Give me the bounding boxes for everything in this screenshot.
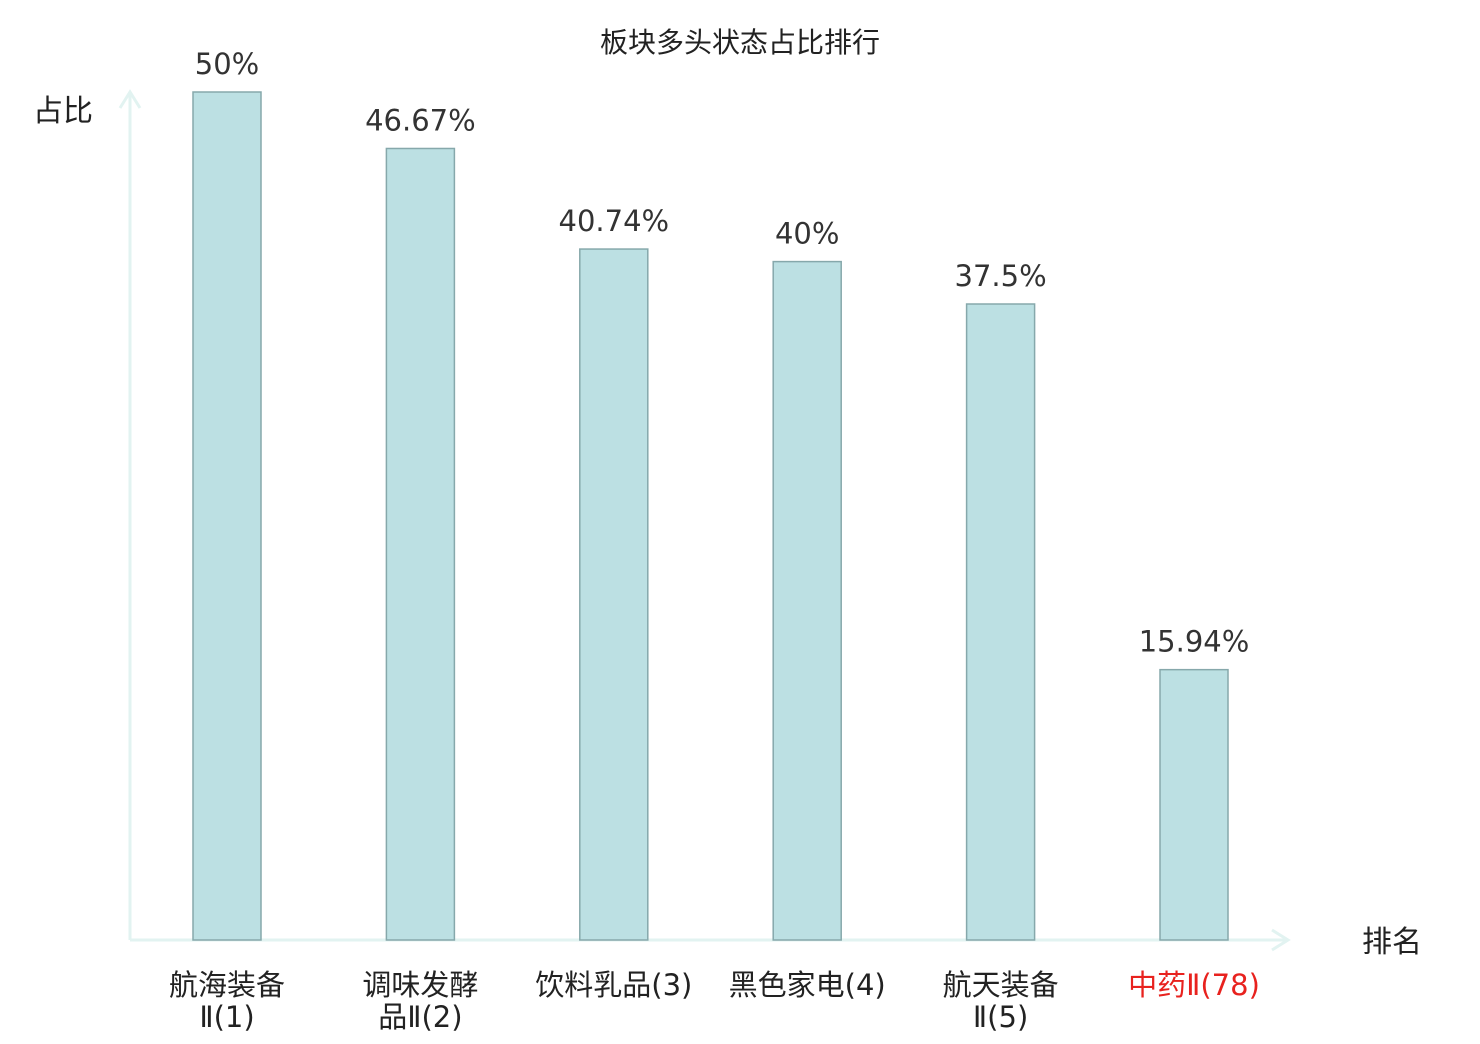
bar [579, 248, 649, 941]
category-label-line: 航天装备 [943, 968, 1059, 1002]
category-label-line: 黑色家电(4) [729, 968, 886, 1002]
category-label-line: 调味发酵 [362, 968, 478, 1002]
category-label-line: Ⅱ(5) [973, 1000, 1028, 1034]
bar [772, 260, 842, 941]
category-label: 航海装备 Ⅱ(1) [169, 968, 285, 1034]
category-label-line: 品Ⅱ(2) [378, 1000, 462, 1034]
value-label: 40.74% [559, 204, 670, 238]
bars [192, 91, 1229, 941]
y-axis-label: 占比 [33, 94, 93, 129]
bar [192, 91, 262, 941]
x-axis-arrow [1271, 928, 1291, 952]
category-label: 饮料乳品(3) [535, 968, 692, 1002]
bar [1159, 668, 1229, 941]
category-labels: 航海装备 Ⅱ(1) 调味发酵品Ⅱ(2) 饮料乳品(3) 黑色家电(4) 航天装备 Ⅱ(5) 中… [169, 968, 1260, 1034]
bar [965, 303, 1036, 941]
category-label-line: 中药Ⅱ(78) [1128, 968, 1260, 1002]
value-label: 50% [195, 47, 259, 81]
value-label: 40% [775, 217, 839, 251]
category-label-line: 饮料乳品(3) [535, 968, 692, 1002]
value-label: 15.94% [1139, 625, 1250, 659]
y-axis-arrow [118, 89, 142, 109]
x-axis-label: 排名 [1362, 925, 1422, 960]
value-labels: 50% 46.67% 40.74% 40% 37.5% 15.94% [195, 47, 1250, 659]
axes [118, 89, 1291, 952]
value-label: 37.5% [955, 259, 1047, 293]
value-label: 46.67% [365, 103, 476, 137]
category-label: 调味发酵品Ⅱ(2) [362, 968, 478, 1034]
chart-title: 板块多头状态占比排行 [600, 26, 880, 59]
bar [385, 147, 456, 941]
category-label: 黑色家电(4) [729, 968, 886, 1002]
category-label: 航天装备 Ⅱ(5) [943, 968, 1059, 1034]
category-label: 中药Ⅱ(78) [1128, 968, 1260, 1002]
category-label-line: 航海装备 [169, 968, 285, 1002]
category-label-line: Ⅱ(1) [199, 1000, 254, 1034]
